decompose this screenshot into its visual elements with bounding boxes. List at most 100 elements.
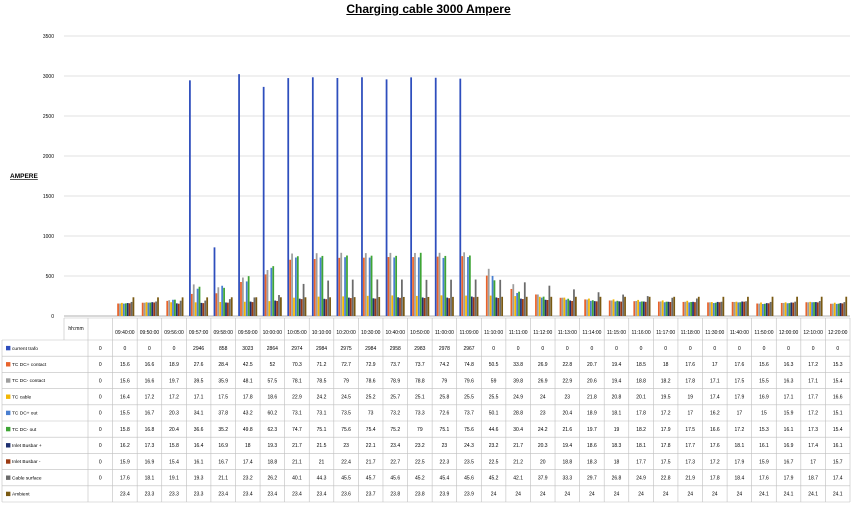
bar	[145, 302, 148, 316]
bar	[387, 257, 390, 316]
bar	[130, 301, 133, 316]
table-cell: 18	[614, 459, 620, 465]
table-cell: 22.7	[390, 459, 400, 465]
bar	[573, 289, 575, 316]
table-cell: 24	[491, 492, 497, 498]
bar	[786, 303, 789, 316]
table-cell: 23.3	[169, 492, 179, 498]
table-cell: 16.1	[833, 443, 843, 449]
table-cell: 17.9	[735, 395, 745, 401]
bar	[567, 298, 570, 316]
table-cell: 21.5	[317, 443, 327, 449]
legend-label: Ambient	[12, 492, 30, 498]
table-cell: 17.7	[636, 459, 646, 465]
table-cell: 28.4	[218, 362, 228, 368]
bar	[401, 279, 403, 316]
table-cell: 0	[99, 346, 102, 352]
bar	[202, 303, 205, 316]
bar	[697, 296, 700, 316]
bar	[151, 302, 154, 316]
table-cell: 17.6	[735, 362, 745, 368]
table-cell: 21.1	[218, 476, 228, 482]
bar	[741, 301, 744, 316]
table-cell: 23.4	[218, 492, 228, 498]
bar	[540, 297, 543, 316]
bar	[376, 279, 379, 316]
table-cell: 0	[123, 346, 126, 352]
table-cell: 17.9	[661, 427, 671, 433]
bar	[510, 288, 513, 316]
table-cell: 20	[540, 459, 546, 465]
table-cell: 73.7	[390, 362, 400, 368]
table-cell: 16.1	[759, 443, 769, 449]
table-cell: 21.7	[513, 443, 523, 449]
table-cell: 45.2	[489, 476, 499, 482]
table-cell: 23.9	[440, 492, 450, 498]
table-cell: 26.2	[267, 476, 277, 482]
bar	[459, 78, 462, 316]
table-cell: 20.3	[169, 411, 179, 417]
table-cell: 17.5	[661, 459, 671, 465]
table-cell: 39.8	[513, 378, 523, 384]
table-cell: 17.5	[218, 395, 228, 401]
table-cell: 24	[540, 395, 546, 401]
table-cell: 2978	[439, 346, 450, 352]
table-cell: 26.9	[538, 362, 548, 368]
bar	[253, 297, 256, 316]
bar	[280, 297, 282, 316]
table-cell: 23.3	[194, 492, 204, 498]
bar	[410, 77, 413, 316]
table-cell: 0	[689, 346, 692, 352]
bar	[616, 300, 619, 316]
bar	[264, 274, 267, 316]
legend-swatch	[6, 491, 11, 497]
bar	[446, 297, 449, 316]
bar	[155, 301, 157, 316]
bar	[124, 303, 127, 316]
table-cell: 18.6	[587, 443, 597, 449]
bar	[550, 296, 553, 316]
bar	[189, 80, 191, 316]
bar	[762, 304, 764, 316]
table-cell: 25.7	[390, 395, 400, 401]
table-cell: 23.4	[317, 492, 327, 498]
table-cell: 26.9	[538, 378, 548, 384]
bar	[716, 301, 719, 316]
x-tick-label: 11:18:00	[681, 330, 700, 336]
bar	[646, 296, 649, 316]
bar	[692, 301, 694, 316]
table-cell: 19.4	[612, 362, 622, 368]
bar	[737, 302, 740, 316]
bar	[833, 302, 836, 316]
table-cell: 71.2	[317, 362, 327, 368]
bar	[690, 302, 692, 316]
bar	[117, 303, 119, 316]
bar	[370, 255, 373, 316]
table-cell: 28.8	[513, 411, 523, 417]
table-cell: 24	[638, 492, 644, 498]
bar	[667, 301, 670, 316]
x-tick-label: 11:16:00	[632, 330, 651, 336]
bar	[756, 303, 759, 316]
bar	[438, 252, 441, 316]
bar	[289, 259, 292, 316]
table-cell: 0	[713, 346, 716, 352]
bar	[620, 301, 623, 316]
x-tick-label: 10:30:00	[361, 330, 381, 336]
table-cell: 2984	[316, 346, 327, 352]
table-cell: 16.9	[145, 459, 155, 465]
bar	[669, 302, 672, 316]
table-cell: 45.5	[341, 476, 351, 482]
table-cell: 15.4	[833, 378, 843, 384]
table-cell: 15.6	[120, 378, 130, 384]
table-cell: 17.2	[710, 459, 720, 465]
table-cell: 37.9	[538, 476, 548, 482]
table-cell: 21.6	[562, 427, 572, 433]
y-tick-label: 0	[51, 314, 54, 320]
y-tick-label: 2000	[43, 154, 54, 160]
bar	[767, 303, 770, 316]
x-tick-label: 11:17:00	[656, 330, 675, 336]
bar	[168, 300, 171, 316]
bar	[608, 300, 611, 316]
